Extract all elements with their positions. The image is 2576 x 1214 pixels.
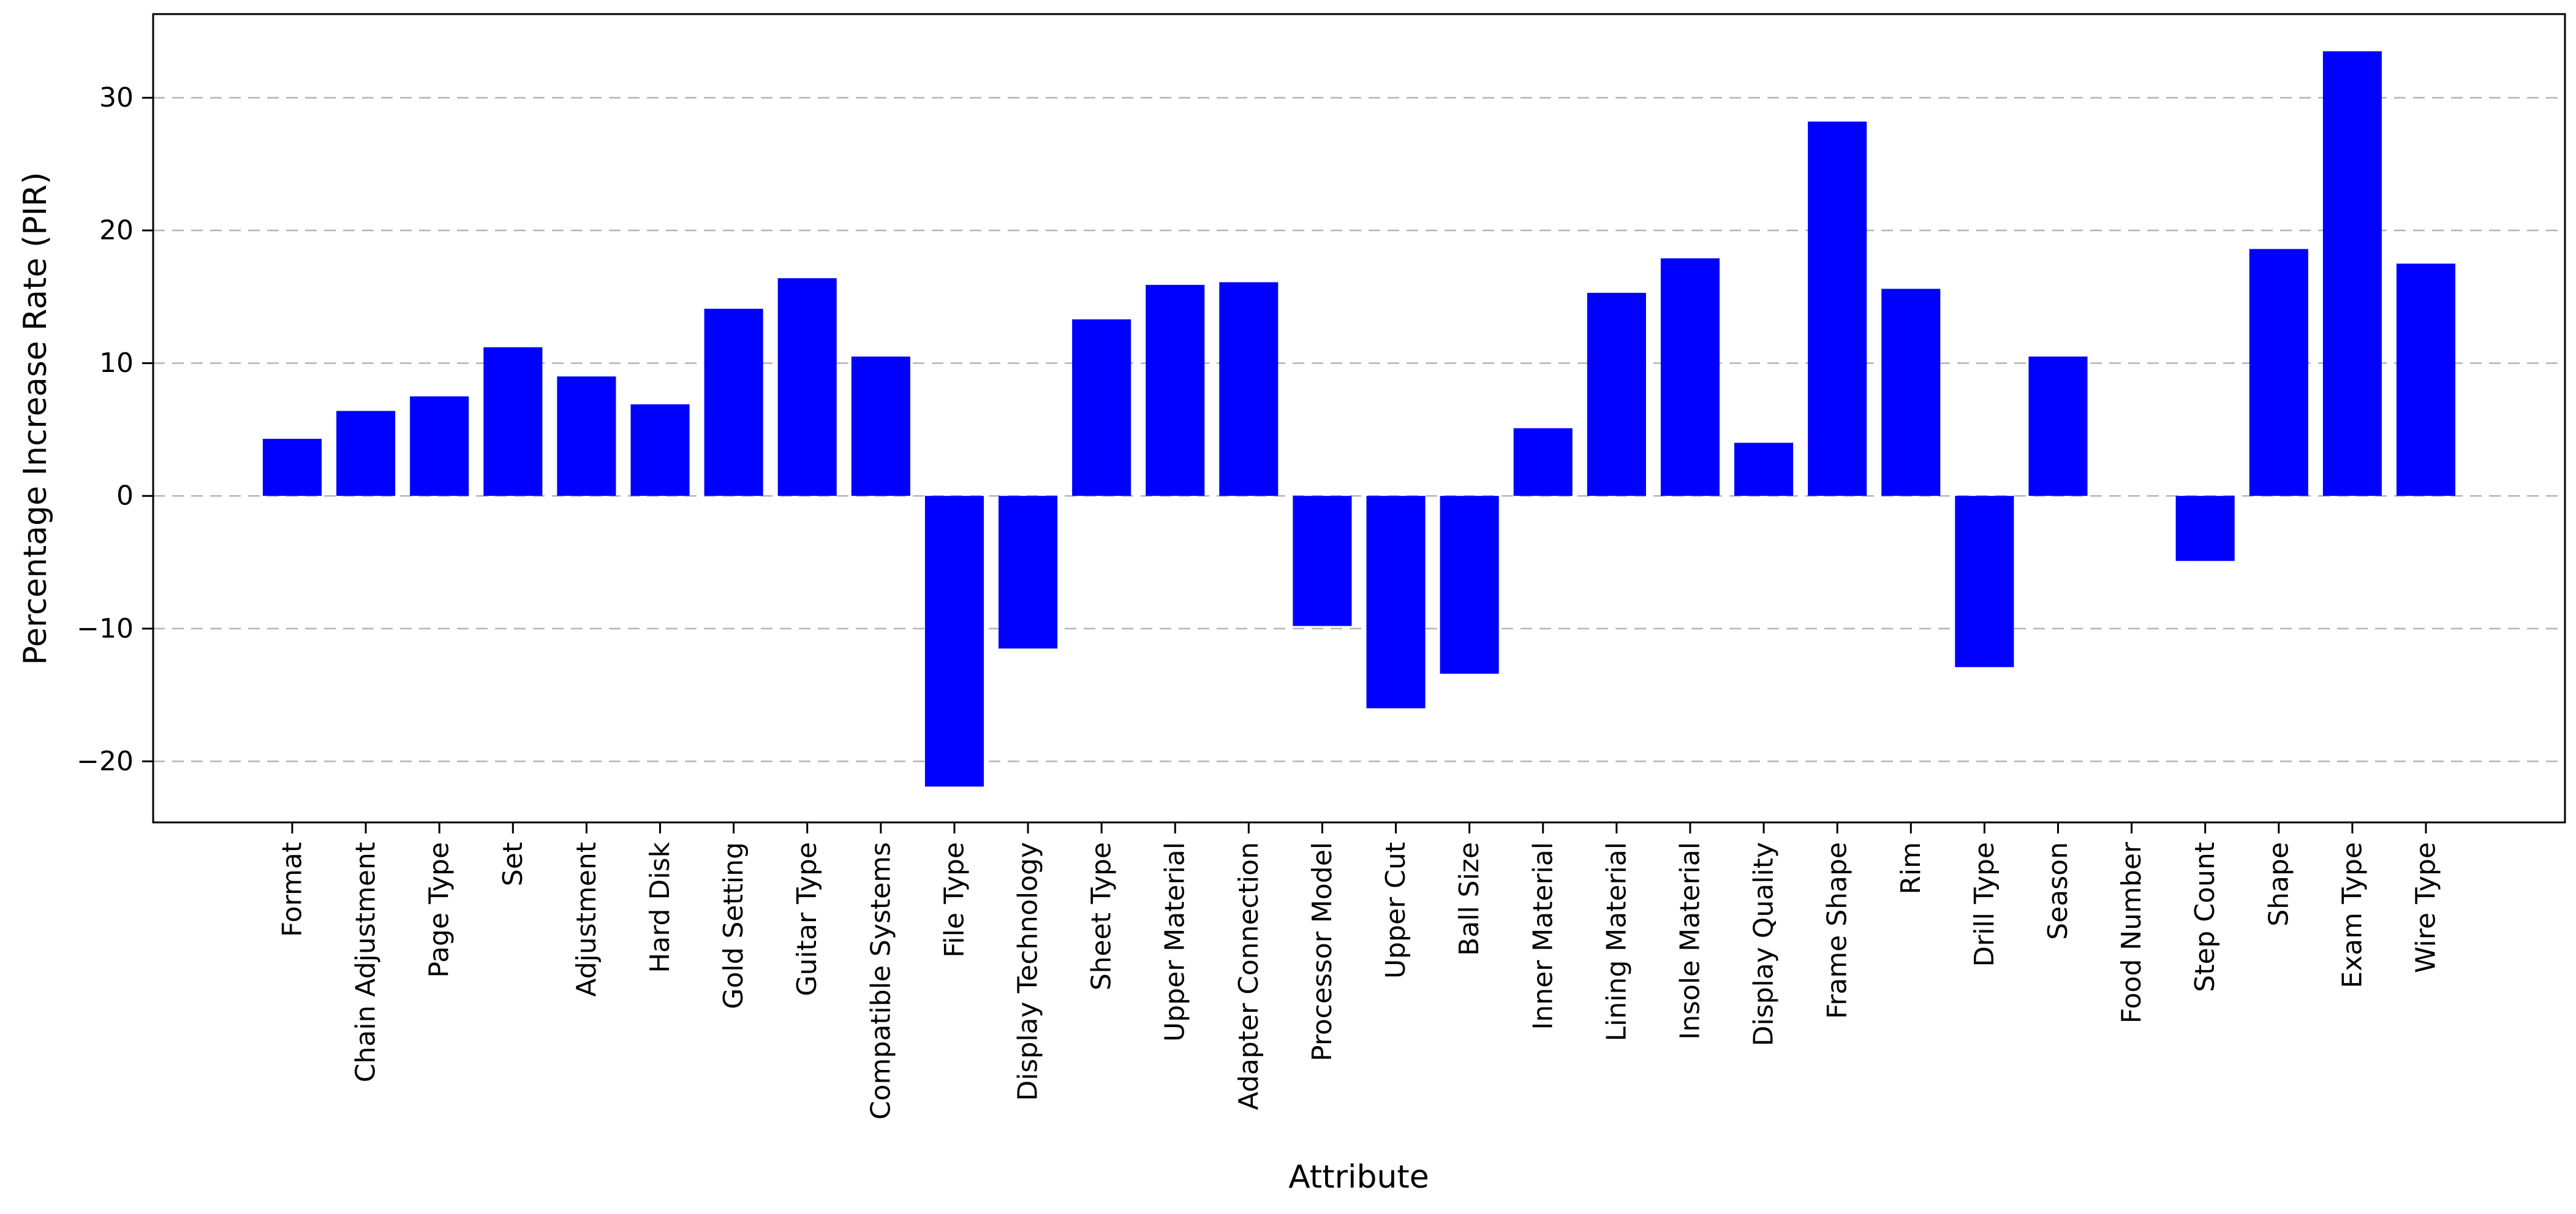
x-tick-label: Insole Material (1674, 842, 1705, 1040)
bar (483, 347, 543, 496)
bar (924, 496, 984, 787)
x-axis-title: Attribute (1288, 1159, 1429, 1196)
bar (2028, 356, 2088, 496)
x-tick-label: Inner Material (1527, 842, 1558, 1030)
bar (630, 404, 690, 496)
bar (1734, 442, 1794, 496)
bar (1587, 292, 1646, 496)
bar (1513, 428, 1573, 496)
bar (2175, 496, 2235, 561)
x-tick-label: Set (497, 842, 529, 886)
bar (2249, 249, 2308, 496)
plot-frame (152, 13, 2566, 824)
y-tick-label: 10 (99, 347, 134, 379)
x-tick-label: Upper Material (1160, 842, 1191, 1042)
bar (1440, 496, 1499, 674)
x-tick-label: Chain Adjustment (350, 842, 382, 1082)
axis-ticks (142, 96, 2427, 833)
bar (851, 356, 910, 496)
x-tick-label: Page Type (424, 842, 455, 978)
bar (704, 308, 763, 496)
x-tick-label: Frame Shape (1822, 842, 1853, 1019)
x-tick-label: Food Number (2116, 841, 2147, 1023)
y-tick-label: −10 (77, 613, 134, 644)
x-tick-label: Season (2042, 842, 2074, 940)
x-tick-label: Gold Setting (718, 842, 749, 1009)
y-tick-label: 20 (99, 215, 134, 246)
bar (1660, 258, 1720, 496)
y-tick-label: −20 (77, 746, 134, 777)
x-tick-label: Guitar Type (791, 842, 823, 996)
x-tick-label: Display Quality (1748, 842, 1780, 1046)
x-tick-label: Lining Material (1601, 842, 1632, 1041)
bar (1219, 282, 1279, 496)
x-tick-labels: Format Chain Adjustment Page Type Set Adjust… (276, 841, 2441, 1120)
x-tick-label: Adjustment (571, 842, 602, 997)
x-tick-label: Compatible Systems (865, 842, 896, 1120)
bar (410, 396, 469, 496)
x-tick-label: Format (276, 842, 308, 937)
x-tick-label: Hard Disk (644, 841, 676, 973)
bar (998, 496, 1058, 649)
x-tick-label: Ball Size (1454, 842, 1485, 956)
bar (1146, 284, 1205, 496)
bars (262, 51, 2456, 787)
bar (777, 278, 837, 496)
x-tick-label: Rim (1895, 842, 1927, 895)
y-tick-labels: −20 −10 0 10 20 30 (77, 82, 134, 777)
y-axis-title: Percentage Increase Rate (PIR) (17, 172, 54, 666)
bar (1293, 496, 1352, 626)
bar (1881, 289, 1941, 496)
bar (262, 439, 322, 496)
bar (1955, 496, 2014, 667)
y-tick-label: 30 (99, 82, 134, 113)
x-tick-label: Sheet Type (1086, 842, 1117, 990)
x-tick-label: Upper Cut (1380, 842, 1411, 979)
x-tick-label: Exam Type (2336, 842, 2368, 988)
x-tick-label: Processor Model (1307, 842, 1338, 1061)
bar (2322, 51, 2382, 496)
x-tick-label: Drill Type (1969, 842, 2000, 967)
bar (1072, 319, 1131, 496)
bar (557, 376, 616, 496)
bar (2396, 264, 2456, 496)
x-tick-label: File Type (939, 842, 970, 958)
x-tick-label: Step Count (2189, 842, 2221, 992)
x-tick-label: Adapter Connection (1233, 842, 1264, 1110)
bar (336, 411, 396, 496)
gridlines (153, 97, 2565, 762)
y-tick-label: 0 (116, 480, 134, 512)
x-tick-label: Shape (2263, 842, 2294, 927)
x-tick-label: Display Technology (1013, 842, 1044, 1101)
bar (1366, 496, 1426, 708)
x-tick-label: Wire Type (2411, 842, 2442, 973)
bar (1808, 121, 1867, 496)
